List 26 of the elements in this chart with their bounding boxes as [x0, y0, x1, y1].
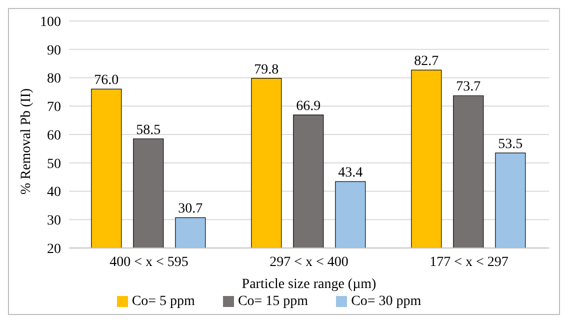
y-tick-label: 70 — [47, 100, 61, 116]
data-label: 58.5 — [136, 122, 161, 138]
y-axis-title: % Removal Pb (II) — [18, 88, 34, 194]
data-label: 82.7 — [414, 54, 439, 70]
data-label: 53.5 — [498, 136, 523, 152]
x-tick-label: 177 < x < 297 — [430, 254, 508, 270]
x-axis-title: Particle size range (µm) — [242, 277, 377, 292]
x-tick-label: 297 < x < 400 — [270, 254, 348, 270]
y-tick-label: 40 — [47, 185, 61, 200]
data-label: 43.4 — [338, 166, 363, 181]
legend-label: Co= 5 ppm — [132, 294, 195, 309]
legend-label: Co= 15 ppm — [238, 294, 308, 309]
legend-label: Co= 30 ppm — [351, 294, 422, 309]
data-label: 73.7 — [456, 80, 481, 95]
y-tick-label: 50 — [47, 156, 61, 172]
y-tick-label: 30 — [47, 214, 61, 229]
y-tick-label: 60 — [47, 128, 61, 144]
x-tick-label: 400 < x < 595 — [110, 254, 188, 270]
data-label: 79.8 — [254, 62, 279, 78]
data-label: 66.9 — [296, 98, 321, 114]
data-label: 76.0 — [94, 73, 119, 88]
y-tick-label: 20 — [47, 242, 61, 257]
data-label: 30.7 — [178, 202, 203, 217]
y-tick-label: 100 — [40, 14, 61, 30]
y-tick-label: 90 — [47, 43, 61, 58]
y-tick-label: 80 — [47, 72, 61, 87]
